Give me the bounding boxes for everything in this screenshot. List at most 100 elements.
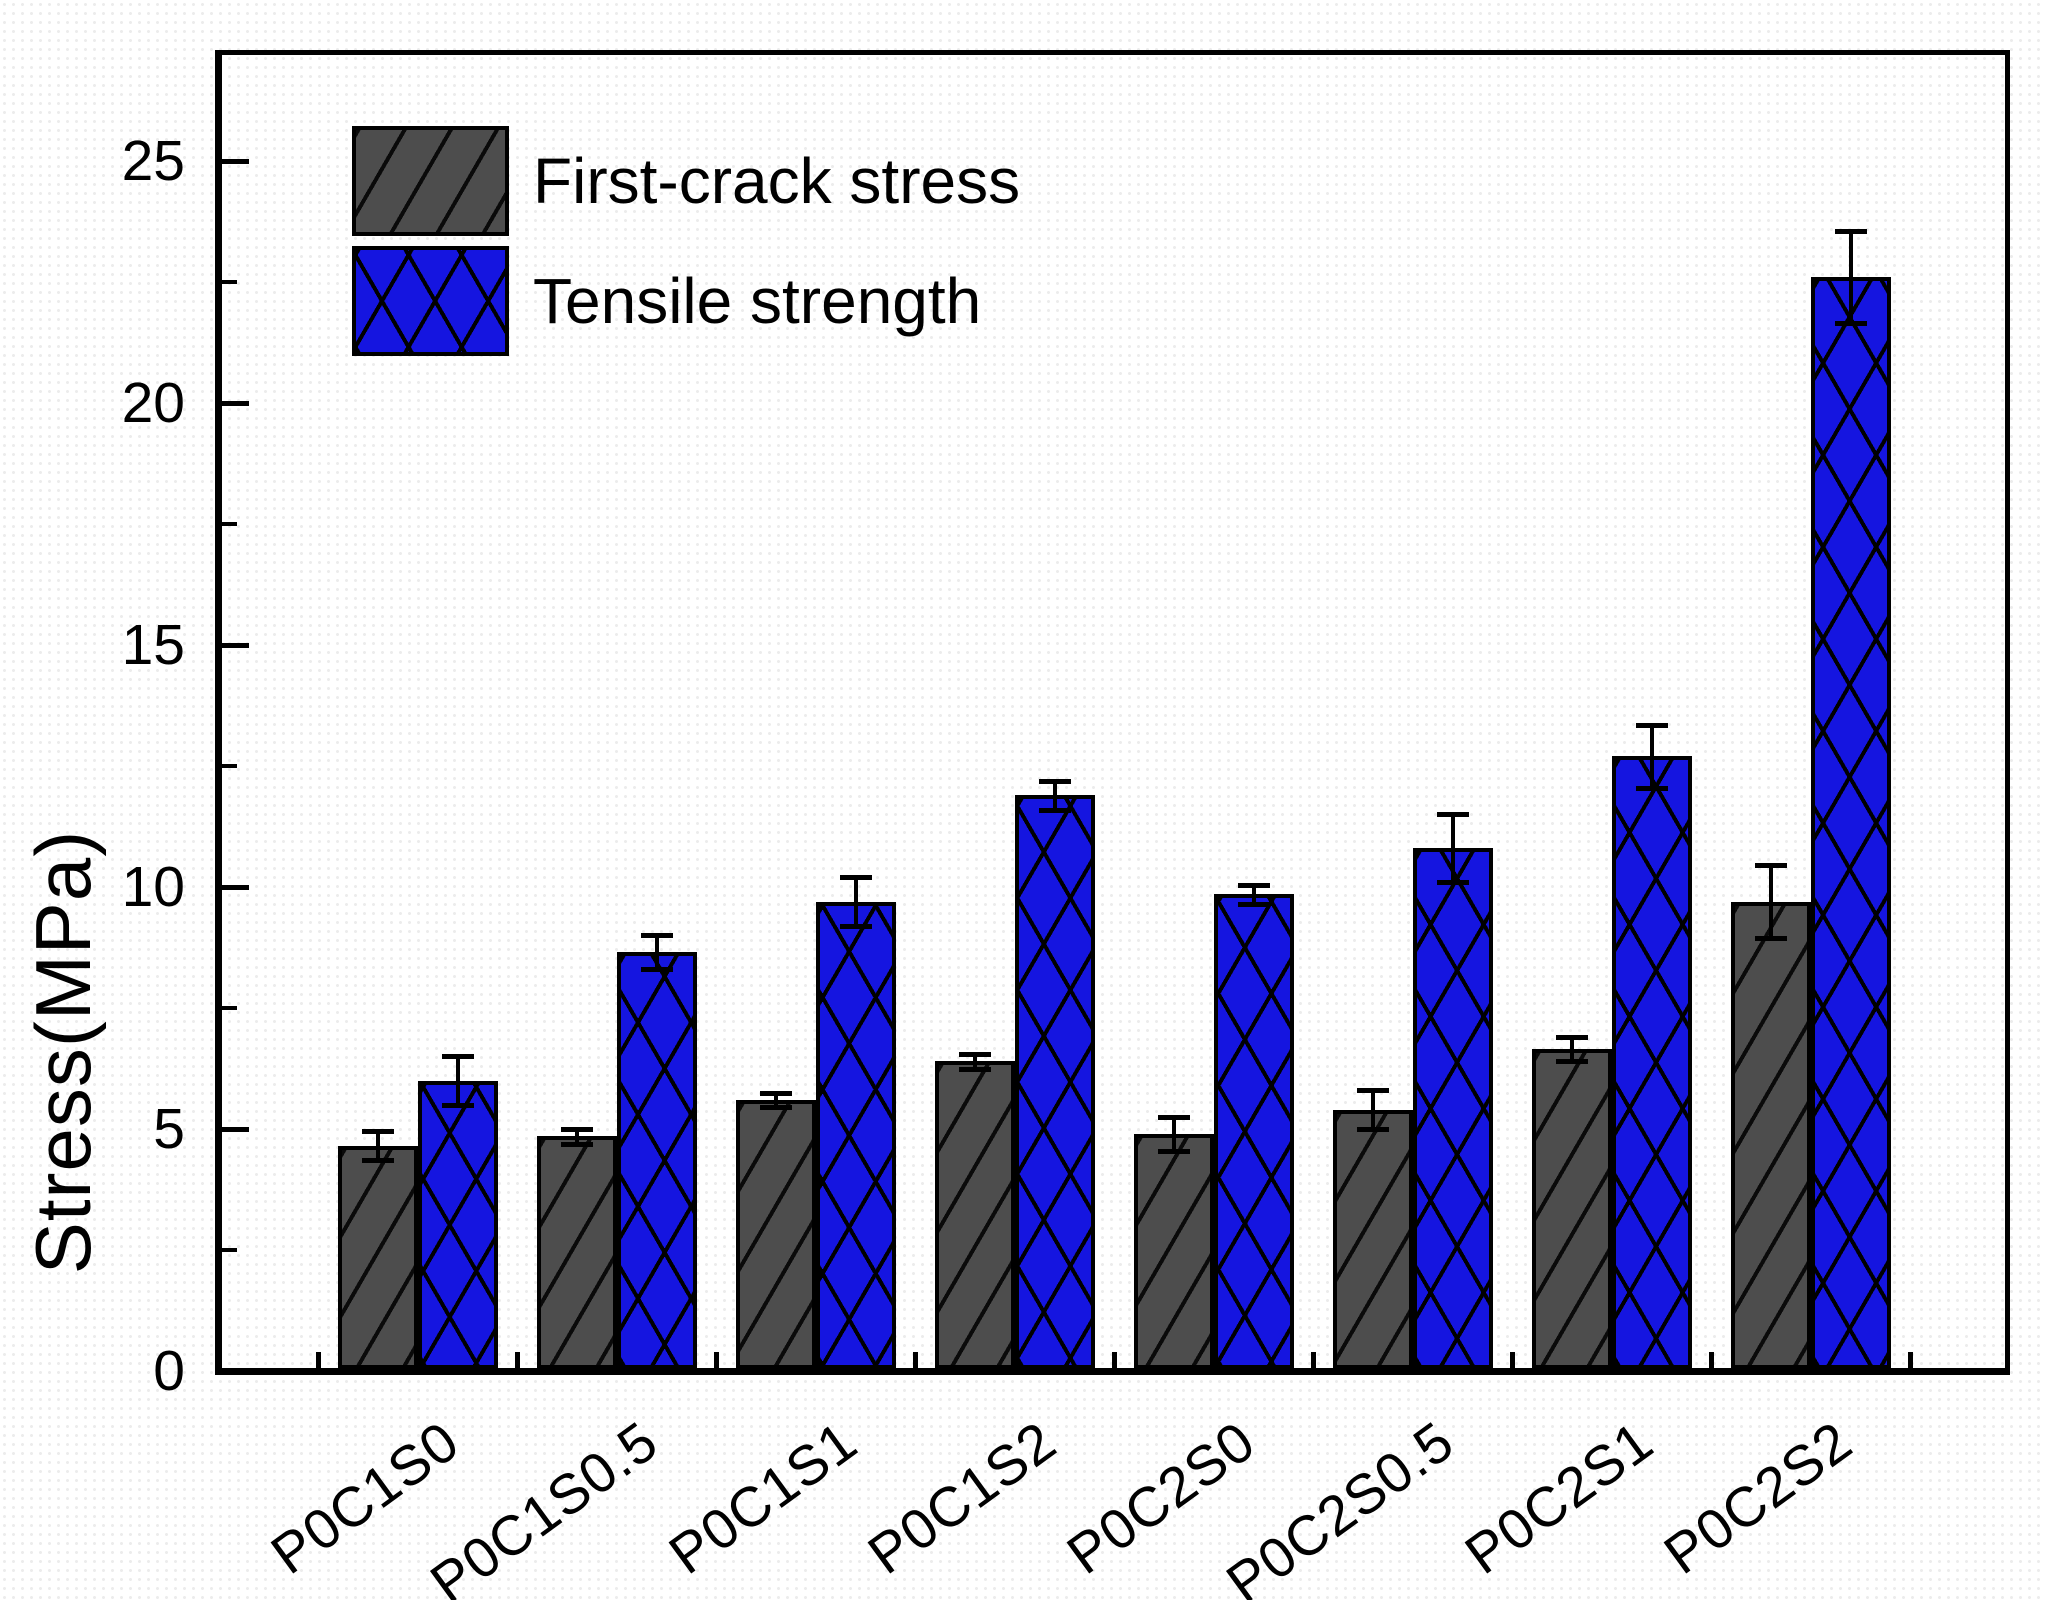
bar-first-crack-stress <box>536 1136 617 1369</box>
error-bar-cap-bottom <box>1038 807 1071 813</box>
error-bar-cap-top <box>640 933 673 939</box>
error-bar-cap-bottom <box>1436 880 1469 886</box>
y-major-tick <box>222 1127 249 1132</box>
bar-tensile-strength <box>1213 894 1294 1369</box>
error-bar-cap-top <box>1555 1035 1588 1041</box>
error-bar-stem <box>1251 884 1256 904</box>
error-bar-cap-bottom <box>560 1141 593 1147</box>
bar-first-crack-stress <box>934 1061 1015 1369</box>
x-tick-label: P0C1S0.5 <box>419 1408 670 1600</box>
bar-first-crack-stress <box>1730 901 1811 1369</box>
x-boundary-tick <box>1510 1352 1515 1368</box>
x-boundary-tick <box>1709 1352 1714 1368</box>
legend-item-tensile-strength: Tensile strength <box>352 246 1020 356</box>
y-tick-label: 10 <box>121 855 185 919</box>
error-bar-cap-bottom <box>839 923 872 929</box>
x-boundary-tick <box>316 1352 321 1368</box>
y-minor-tick <box>222 522 237 526</box>
error-bar-cap-top <box>1038 778 1071 784</box>
y-major-tick <box>222 401 249 406</box>
x-tick-label: P0C2S0.5 <box>1215 1408 1466 1600</box>
bar-tensile-strength <box>1810 277 1891 1369</box>
error-bar-cap-bottom <box>1555 1059 1588 1065</box>
error-bar-cap-top <box>1754 863 1787 869</box>
x-tick-label: P0C2S1 <box>1453 1408 1665 1586</box>
legend: First-crack stress Tensile strength <box>352 126 1020 356</box>
error-bar-stem <box>375 1131 380 1161</box>
error-bar-cap-top <box>1356 1088 1389 1094</box>
y-minor-tick <box>222 764 237 768</box>
error-bar-stem <box>1569 1037 1574 1062</box>
error-bar-cap-top <box>1157 1114 1190 1120</box>
error-bar-stem <box>1052 780 1057 810</box>
legend-item-first-crack-stress: First-crack stress <box>352 126 1020 236</box>
x-boundary-tick <box>515 1352 520 1368</box>
error-bar-stem <box>654 935 659 970</box>
y-major-tick <box>222 643 249 648</box>
y-tick-label: 25 <box>121 129 185 193</box>
error-bar-stem <box>773 1092 778 1108</box>
y-tick-label: 5 <box>153 1097 185 1161</box>
y-minor-tick <box>222 1006 237 1010</box>
error-bar-stem <box>853 877 858 926</box>
plot-area <box>215 50 2010 1375</box>
error-bar-cap-top <box>1635 722 1668 728</box>
error-bar-cap-top <box>759 1090 792 1096</box>
error-bar-cap-bottom <box>759 1105 792 1111</box>
error-bar-stem <box>972 1053 977 1069</box>
error-bar-cap-bottom <box>1237 901 1270 907</box>
bar-first-crack-stress <box>337 1145 418 1369</box>
y-tick-label: 20 <box>121 371 185 435</box>
bar-tensile-strength <box>417 1080 498 1369</box>
legend-label-first-crack-stress: First-crack stress <box>533 145 1021 217</box>
bar-tensile-strength <box>616 952 697 1369</box>
bar-first-crack-stress <box>1531 1049 1612 1369</box>
error-bar-cap-top <box>361 1129 394 1135</box>
y-tick-label: 15 <box>121 613 185 677</box>
bar-tensile-strength <box>1014 795 1095 1369</box>
error-bar-cap-top <box>839 875 872 881</box>
x-tick-label: P0C1S2 <box>856 1408 1068 1586</box>
bar-tensile-strength <box>815 901 896 1369</box>
error-bar-stem <box>1450 814 1455 883</box>
x-boundary-tick <box>1311 1352 1316 1368</box>
y-major-tick <box>222 159 249 164</box>
error-bar-cap-bottom <box>1157 1148 1190 1154</box>
y-minor-tick <box>222 280 237 284</box>
error-bar-cap-bottom <box>958 1066 991 1072</box>
x-boundary-tick <box>1112 1352 1117 1368</box>
error-bar-cap-bottom <box>441 1102 474 1108</box>
error-bar-stem <box>1370 1090 1375 1129</box>
error-bar-cap-bottom <box>1356 1127 1389 1132</box>
error-bar-stem <box>1768 865 1773 938</box>
error-bar-cap-bottom <box>361 1158 394 1164</box>
error-bar-cap-top <box>1834 229 1867 235</box>
error-bar-cap-bottom <box>640 967 673 973</box>
x-boundary-tick <box>1908 1352 1913 1368</box>
x-tick-label: P0C1S1 <box>657 1408 869 1586</box>
error-bar-cap-top <box>958 1051 991 1057</box>
legend-swatch-first-crack-stress <box>352 126 509 236</box>
bar-first-crack-stress <box>735 1099 816 1369</box>
error-bar-stem <box>574 1129 579 1144</box>
error-bar-cap-bottom <box>1754 935 1787 941</box>
error-bar-stem <box>1649 724 1654 788</box>
error-bar-stem <box>1171 1116 1176 1151</box>
error-bar-cap-bottom <box>1834 321 1867 327</box>
x-tick-label: P0C2S2 <box>1652 1408 1864 1586</box>
error-bar-cap-top <box>441 1054 474 1060</box>
bar-first-crack-stress <box>1133 1133 1214 1369</box>
error-bar-cap-top <box>1237 882 1270 888</box>
bar-tensile-strength <box>1611 756 1692 1369</box>
legend-label-tensile-strength: Tensile strength <box>533 265 982 337</box>
x-boundary-tick <box>913 1352 918 1368</box>
error-bar-cap-top <box>560 1127 593 1132</box>
y-minor-tick <box>222 1248 237 1252</box>
error-bar-stem <box>455 1056 460 1105</box>
y-tick-label: 0 <box>153 1339 185 1403</box>
legend-swatch-tensile-strength <box>352 246 509 356</box>
x-boundary-tick <box>714 1352 719 1368</box>
error-bar-cap-bottom <box>1635 785 1668 791</box>
error-bar-stem <box>1848 231 1853 324</box>
